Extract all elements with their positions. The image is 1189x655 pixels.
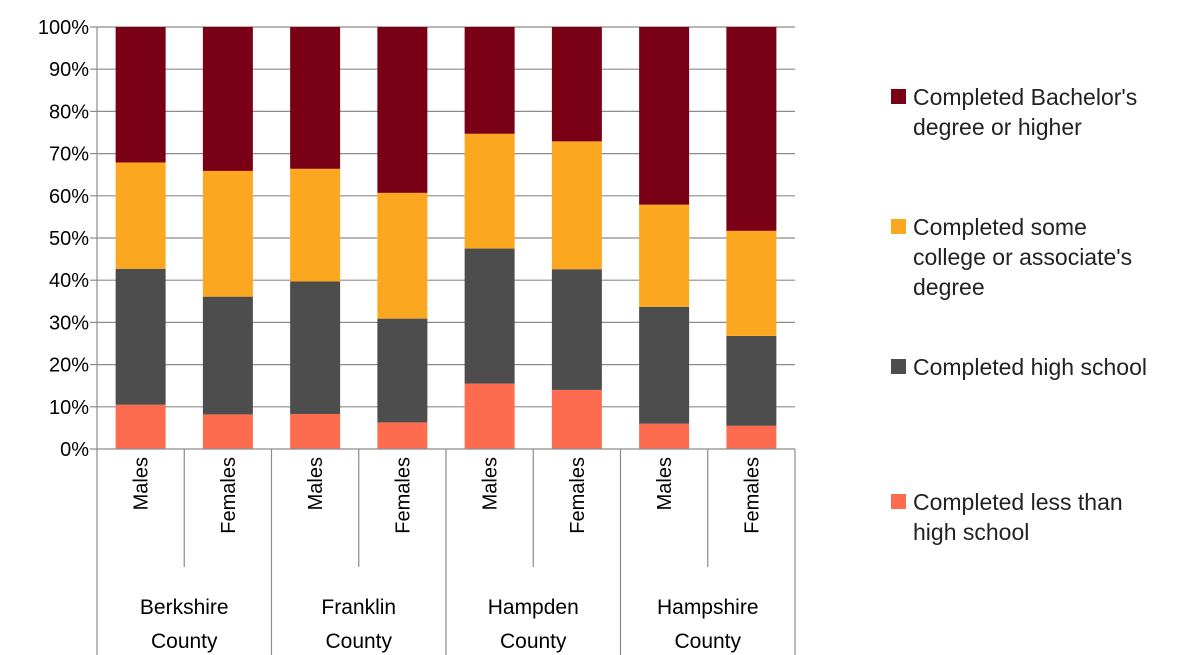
bar-segment xyxy=(202,27,253,171)
x-tick-label: Females xyxy=(741,457,763,534)
bar-segment xyxy=(551,27,602,142)
bar-segment xyxy=(726,230,777,336)
bar-segment xyxy=(639,204,690,307)
bars xyxy=(115,27,777,449)
x-tick-label: Males xyxy=(131,457,153,510)
x-tick-label: Males xyxy=(654,457,676,510)
bar-segment xyxy=(377,27,428,193)
y-tick-label: 40% xyxy=(49,270,89,292)
y-tick-label: 70% xyxy=(49,144,89,166)
bar-segment xyxy=(377,422,428,449)
legend-item-high-school: Completed high school xyxy=(891,352,1189,382)
bar-segment xyxy=(290,168,341,282)
y-tick-label: 50% xyxy=(49,228,89,250)
legend-swatch xyxy=(891,89,906,104)
legend-label: Completed some college or associate's degr… xyxy=(913,212,1189,302)
bar-segment xyxy=(202,170,253,297)
group-label: County xyxy=(500,630,567,653)
bar-segment xyxy=(290,281,341,414)
y-tick-label: 90% xyxy=(49,59,89,81)
y-tick-label: 60% xyxy=(49,186,89,208)
legend-label-line: Completed some xyxy=(913,214,1087,240)
legend-swatch xyxy=(891,494,906,509)
legend-label-line: Completed Bachelor's xyxy=(913,84,1138,110)
legend-label-line: degree xyxy=(913,274,985,300)
legend-label-line: degree or higher xyxy=(913,114,1082,140)
bar-segment xyxy=(551,389,602,449)
bar-segment xyxy=(726,27,777,231)
legend-label-line: college or associate's xyxy=(913,244,1133,270)
bar-segment xyxy=(464,248,515,384)
bar-segment xyxy=(290,27,341,169)
bar-segment xyxy=(377,318,428,423)
group-label: County xyxy=(151,630,218,653)
bar-segment xyxy=(464,133,515,249)
bar-segment xyxy=(202,414,253,449)
group-label: Berkshire xyxy=(140,596,229,619)
group-label: Hampden xyxy=(488,596,579,619)
bar-segment xyxy=(115,404,166,449)
bar-segment xyxy=(551,141,602,270)
bar-segment xyxy=(464,383,515,449)
legend-item-some-college: Completed some college or associate's degr… xyxy=(891,212,1189,302)
stacked-bar-chart: 0% 10% 20% 30% 40% 50% 60% 70% 80% 90% 100% Males F… xyxy=(38,17,796,655)
x-tick-label: Females xyxy=(567,457,589,534)
x-tick-label: Females xyxy=(392,457,414,534)
group-label: County xyxy=(674,630,741,653)
bar-segment xyxy=(202,296,253,415)
legend-label: Completed high school xyxy=(913,352,1189,382)
legend-label: Completed Bachelor's degree or higher xyxy=(913,82,1189,142)
bar-segment xyxy=(726,425,777,449)
y-tick-label: 100% xyxy=(38,17,89,39)
bar-segment xyxy=(639,306,690,424)
legend-item-bachelors: Completed Bachelor's degree or higher xyxy=(891,82,1189,142)
legend-swatch xyxy=(891,219,906,234)
y-tick-label: 0% xyxy=(60,439,89,461)
group-label: Hampshire xyxy=(657,596,759,619)
legend-label-line: Completed less than xyxy=(913,489,1123,515)
bar-segment xyxy=(551,269,602,390)
y-tick-label: 30% xyxy=(49,312,89,334)
x-tick-label: Males xyxy=(305,457,327,510)
x-category-labels: Males Females Males Females Males Females Male… xyxy=(131,457,764,534)
group-label: Franklin xyxy=(321,596,396,619)
legend-label: Completed less than high school xyxy=(913,487,1189,547)
bar-segment xyxy=(639,27,690,205)
legend: Completed Bachelor's degree or higher Com… xyxy=(891,0,1189,655)
x-tick-label: Females xyxy=(218,457,240,534)
bar-segment xyxy=(464,27,515,134)
y-tick-label: 80% xyxy=(49,101,89,123)
x-group-labels: Berkshire County Franklin County Hampden Coun… xyxy=(140,596,759,653)
y-tick-label: 10% xyxy=(49,397,89,419)
bar-segment xyxy=(726,335,777,426)
legend-item-less-than-high-school: Completed less than high school xyxy=(891,487,1189,547)
bar-segment xyxy=(115,162,166,269)
bar-segment xyxy=(639,423,690,449)
legend-swatch xyxy=(891,359,906,374)
bar-segment xyxy=(377,192,428,319)
axes xyxy=(96,27,796,655)
x-tick-label: Males xyxy=(480,457,502,510)
gridlines xyxy=(90,26,795,450)
bar-segment xyxy=(115,27,166,163)
y-tick-labels: 0% 10% 20% 30% 40% 50% 60% 70% 80% 90% 100% xyxy=(38,17,89,461)
bar-segment xyxy=(115,268,166,405)
bar-segment xyxy=(290,413,341,449)
group-label: County xyxy=(325,630,392,653)
legend-label-line: Completed high school xyxy=(913,354,1147,380)
legend-label-line: high school xyxy=(913,519,1030,545)
y-tick-label: 20% xyxy=(49,355,89,377)
